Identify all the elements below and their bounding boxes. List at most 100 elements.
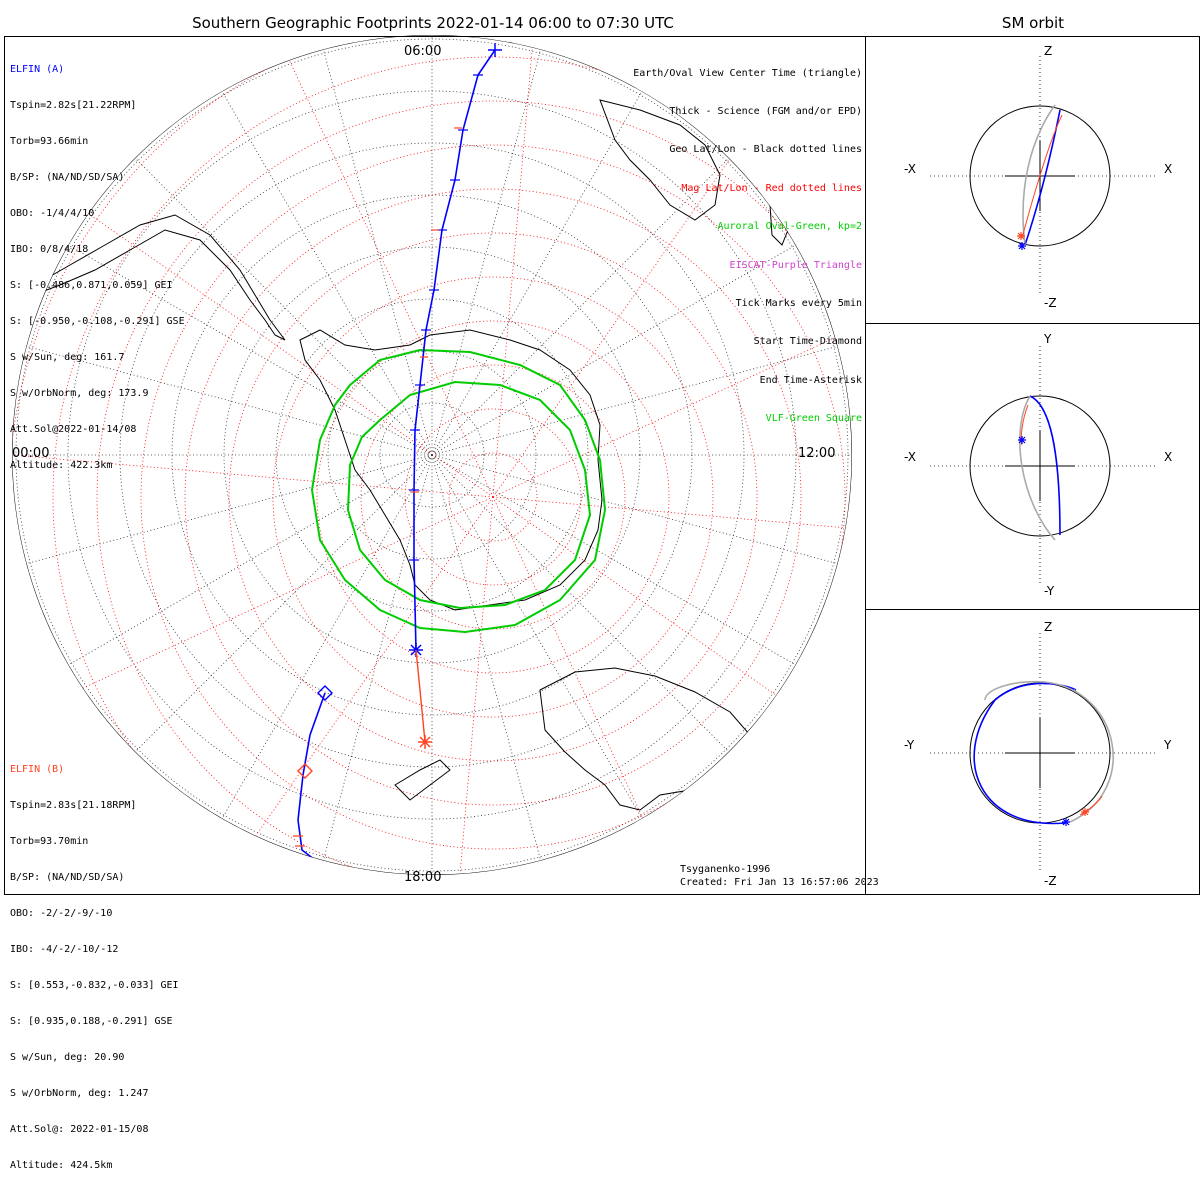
mag-lat-circle	[316, 320, 670, 674]
sm2-up-label: Y	[1044, 332, 1052, 346]
elfin-a-line: IBO: 0/8/4/18	[10, 244, 89, 255]
elfin-b-name: ELFIN (B)	[10, 764, 65, 775]
geo-lon-line	[68, 454, 433, 666]
footer-model: Tsyganenko-1996	[680, 864, 771, 875]
auroral-oval-outer	[310, 348, 607, 634]
geo-lon-line	[431, 91, 643, 456]
legend-item: VLF-Green Square	[765, 413, 862, 425]
mag-lat-circle	[272, 276, 714, 718]
geo-lon-line	[134, 454, 433, 753]
elfin-b-line: Altitude: 424.5km	[10, 1160, 113, 1171]
sm-orbit-arc	[1019, 395, 1056, 541]
coastline	[599, 99, 721, 221]
sm-orbit-arc	[1021, 114, 1063, 239]
geo-lon-line	[431, 454, 796, 666]
coastline	[299, 329, 603, 611]
geo-lat-circle	[223, 246, 641, 664]
elfin-b-line: Torb=93.70min	[10, 836, 89, 847]
elfin-b-end-asterisk	[418, 735, 432, 749]
hour-label-right: 12:00	[798, 446, 836, 461]
sm2-left-label: -X	[904, 450, 916, 464]
elfin-b-mag-track	[415, 649, 426, 743]
sm1-up-label: Z	[1044, 44, 1053, 58]
geo-lon-line	[431, 345, 838, 456]
elfin-b-line: B/SP: (NA/ND/SD/SA)	[10, 872, 125, 883]
elfin-a-line: OBO: -1/4/4/10	[10, 208, 95, 219]
geo-lon-line	[26, 345, 433, 456]
elfin-b-line: S: [0.553,-0.832,-0.033] GEI	[10, 980, 179, 991]
elfin-b-line: S w/OrbNorm, deg: 1.247	[10, 1088, 149, 1099]
sm3-right-label: Y	[1164, 738, 1172, 752]
elfin-b-line: S w/Sun, deg: 20.90	[10, 1052, 125, 1063]
geo-lon-line	[431, 454, 643, 819]
sm-orbit-arc	[1024, 109, 1061, 246]
mag-lon-line	[492, 496, 852, 842]
elfin-a-line: Torb=93.66min	[10, 136, 89, 147]
mag-lon-line	[492, 35, 546, 498]
elfin-a-start-marker	[488, 43, 502, 57]
sm2-right-label: X	[1164, 450, 1173, 464]
elfin-a-line: S: [-0.950,-0.108,-0.291] GSE	[10, 316, 185, 327]
geo-lon-line	[431, 49, 542, 456]
mag-lon-line	[12, 496, 494, 751]
sm3-up-label: Z	[1044, 620, 1053, 634]
legend-item: EISCAT-Purple Triangle	[729, 259, 862, 271]
plot-title: Southern Geographic Footprints 2022-01-1…	[192, 14, 674, 32]
mag-lat-circle	[140, 144, 846, 850]
elfin-a-line: S w/Sun, deg: 161.7	[10, 352, 125, 363]
elfin-b-line: OBO: -2/-2/-9/-10	[10, 908, 113, 919]
sm3-left-label: -Y	[904, 738, 915, 752]
geo-lat-circle	[379, 402, 485, 508]
geo-lon-line	[322, 49, 433, 456]
geo-lat-circle	[275, 298, 589, 612]
mag-lat-circle	[184, 188, 802, 806]
sm-orbit-arc	[1029, 395, 1061, 536]
elfin-b-info: ELFIN (B) Tspin=2.83s[21.18RPM] Torb=93.…	[10, 740, 179, 1184]
legend-item: Auroral Oval-Green, kp=2	[717, 221, 863, 233]
sm-end-asterisk	[1081, 808, 1089, 816]
sm1-left-label: -X	[904, 162, 916, 176]
geo-lon-line	[431, 244, 796, 456]
mag-lat-circle	[448, 452, 538, 542]
mag-lat-circle	[52, 56, 852, 875]
legend-item: Earth/Oval View Center Time (triangle)	[633, 67, 862, 79]
elfin-b-mag-diamond	[297, 763, 313, 779]
auroral-oval-inner	[346, 380, 592, 610]
legend-item: Tick Marks every 5min	[735, 297, 862, 309]
elfin-a-line: Att.Sol@2022-01-14/08	[10, 424, 137, 435]
coastline	[539, 667, 751, 811]
mag-lon-line	[492, 496, 747, 875]
geo-lon-line	[221, 91, 433, 456]
mag-lon-line	[148, 496, 494, 875]
hour-label-top: 06:00	[404, 44, 442, 59]
elfin-a-track	[413, 49, 496, 651]
sm-orbit-arc	[1022, 104, 1056, 246]
sm1-right-label: X	[1164, 162, 1173, 176]
sm-orbit-arc	[1079, 795, 1103, 816]
elfin-a-line: B/SP: (NA/ND/SD/SA)	[10, 172, 125, 183]
mag-lon-line	[239, 35, 494, 498]
sm-end-asterisk	[1062, 818, 1070, 826]
sm-end-asterisk	[1018, 436, 1026, 444]
geo-lon-line	[322, 454, 433, 861]
mag-lat-circle	[404, 408, 582, 586]
legend: Earth/Oval View Center Time (triangle) T…	[633, 42, 862, 439]
geo-lon-line	[431, 157, 730, 456]
footer-created: Created: Fri Jan 13 16:57:06 2023	[680, 877, 879, 888]
geo-lon-line	[26, 454, 433, 565]
mag-lon-line	[492, 496, 852, 550]
legend-item: Start Time-Diamond	[753, 336, 862, 348]
legend-item: Mag Lat/Lon - Red dotted lines	[681, 182, 862, 194]
hour-label-bottom: 18:00	[404, 870, 442, 885]
sm-end-asterisk	[1017, 232, 1025, 240]
geo-lon-line	[221, 454, 433, 819]
elfin-b-line: Tspin=2.83s[21.18RPM]	[10, 800, 137, 811]
geo-lon-line	[431, 454, 730, 753]
hour-label-left: 00:00	[12, 446, 50, 461]
elfin-b-line: S: [0.935,0.188,-0.291] GSE	[10, 1016, 173, 1027]
elfin-a-line: Tspin=2.82s[21.22RPM]	[10, 100, 137, 111]
elfin-b-line: Att.Sol@: 2022-01-15/08	[10, 1124, 149, 1135]
elfin-a-line: Altitude: 422.3km	[10, 460, 113, 471]
geo-lon-line	[431, 454, 838, 565]
geo-lon-line	[134, 157, 433, 456]
